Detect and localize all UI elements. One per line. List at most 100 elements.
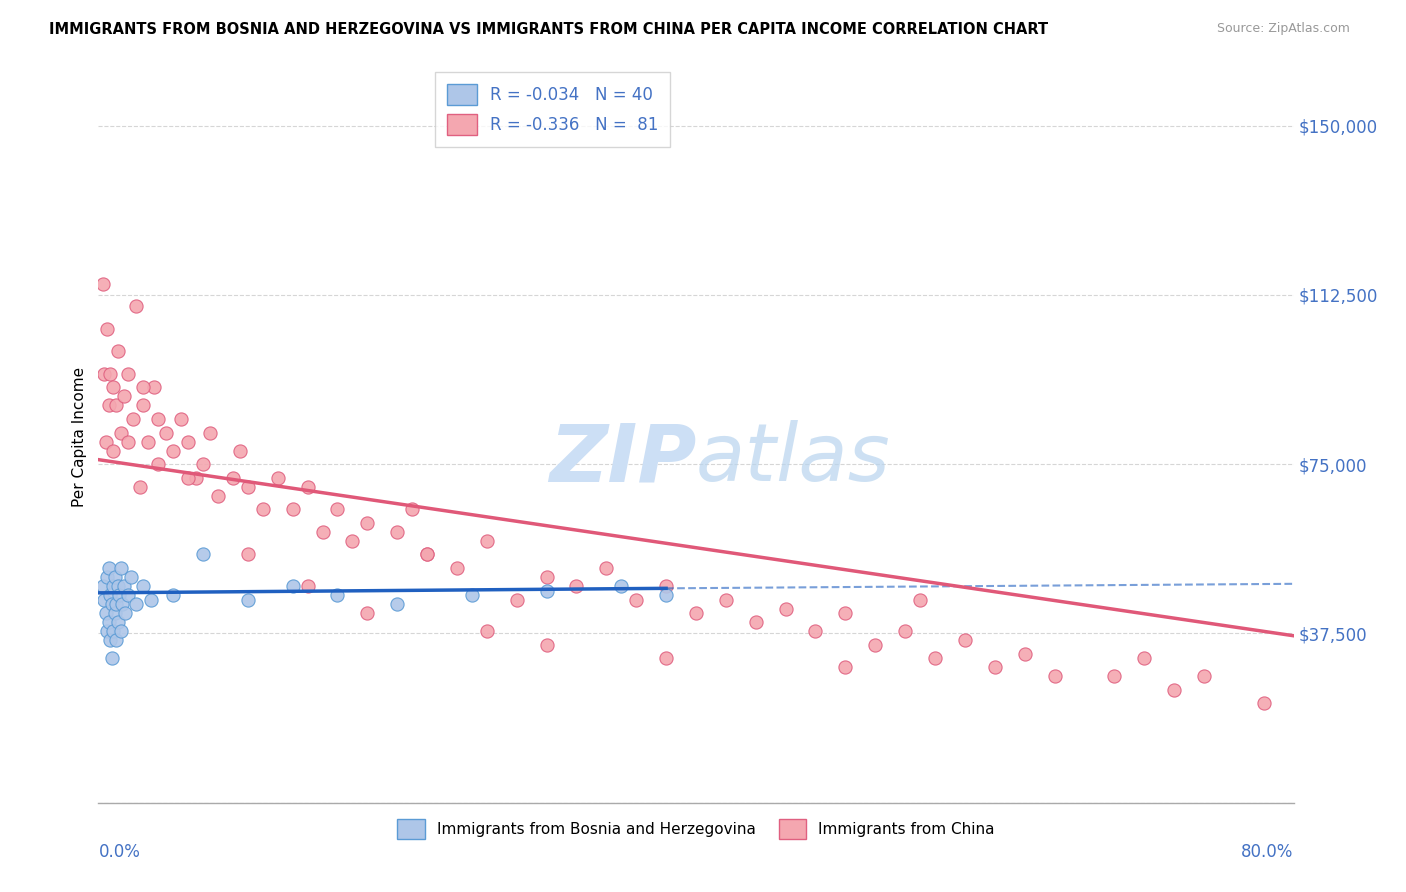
Point [103, 380, 125, 394]
Point [311, 524, 333, 539]
Point [101, 651, 124, 665]
Point [96, 624, 118, 639]
Point [132, 380, 155, 394]
Point [252, 502, 274, 516]
Point [101, 597, 124, 611]
Point [107, 344, 129, 359]
Point [984, 660, 1007, 674]
Point [103, 443, 125, 458]
Point [236, 548, 259, 562]
Point [1163, 682, 1185, 697]
Point [834, 660, 856, 674]
Point [655, 588, 678, 602]
Point [356, 606, 378, 620]
Legend: Immigrants from Bosnia and Herzegovina, Immigrants from China: Immigrants from Bosnia and Herzegovina, … [389, 812, 1002, 847]
Point [104, 570, 127, 584]
Point [207, 489, 229, 503]
Point [110, 624, 132, 639]
Point [267, 471, 290, 485]
Point [953, 633, 976, 648]
Point [136, 434, 159, 449]
Point [595, 561, 617, 575]
Point [184, 471, 207, 485]
Point [110, 425, 132, 440]
Point [536, 638, 558, 652]
Point [125, 597, 148, 611]
Point [117, 367, 139, 381]
Point [162, 588, 184, 602]
Point [461, 588, 484, 602]
Point [714, 592, 737, 607]
Point [297, 579, 319, 593]
Point [139, 592, 162, 607]
Point [94, 434, 117, 449]
Point [536, 570, 558, 584]
Point [91, 277, 114, 291]
Point [103, 579, 125, 593]
Point [908, 592, 931, 607]
Point [114, 606, 136, 620]
Point [236, 480, 259, 494]
Point [121, 412, 143, 426]
Point [107, 579, 129, 593]
Point [162, 443, 184, 458]
Text: ZIP: ZIP [548, 420, 696, 498]
Point [626, 592, 648, 607]
Text: 80.0%: 80.0% [1241, 843, 1294, 861]
Point [385, 597, 409, 611]
Point [655, 579, 678, 593]
Point [326, 588, 349, 602]
Point [745, 615, 768, 630]
Point [148, 412, 170, 426]
Point [169, 412, 191, 426]
Point [1104, 669, 1126, 683]
Point [103, 624, 125, 639]
Point [142, 380, 165, 394]
Point [416, 548, 439, 562]
Point [105, 597, 128, 611]
Point [129, 480, 152, 494]
Point [536, 583, 558, 598]
Point [96, 322, 118, 336]
Point [506, 592, 529, 607]
Point [1133, 651, 1156, 665]
Point [105, 399, 128, 413]
Point [110, 561, 132, 575]
Point [685, 606, 707, 620]
Point [93, 367, 115, 381]
Y-axis label: Per Capita Income: Per Capita Income [72, 367, 87, 508]
Point [200, 425, 222, 440]
Point [446, 561, 468, 575]
Point [104, 606, 127, 620]
Point [385, 524, 409, 539]
Point [865, 638, 887, 652]
Point [342, 533, 364, 548]
Point [107, 615, 129, 630]
Point [894, 624, 917, 639]
Point [565, 579, 588, 593]
Point [1014, 647, 1036, 661]
Point [1043, 669, 1066, 683]
Point [177, 434, 200, 449]
Point [97, 615, 120, 630]
Point [475, 624, 498, 639]
Point [475, 533, 498, 548]
Point [91, 579, 114, 593]
Text: Source: ZipAtlas.com: Source: ZipAtlas.com [1216, 22, 1350, 36]
Point [222, 471, 245, 485]
Point [1192, 669, 1215, 683]
Point [416, 548, 439, 562]
Point [155, 425, 177, 440]
Point [236, 592, 259, 607]
Point [98, 588, 122, 602]
Point [356, 516, 378, 530]
Text: IMMIGRANTS FROM BOSNIA AND HERZEGOVINA VS IMMIGRANTS FROM CHINA PER CAPITA INCOM: IMMIGRANTS FROM BOSNIA AND HERZEGOVINA V… [49, 22, 1049, 37]
Point [112, 389, 135, 403]
Point [111, 597, 134, 611]
Point [120, 570, 142, 584]
Point [229, 443, 252, 458]
Point [281, 502, 304, 516]
Point [924, 651, 946, 665]
Point [177, 471, 200, 485]
Point [98, 367, 122, 381]
